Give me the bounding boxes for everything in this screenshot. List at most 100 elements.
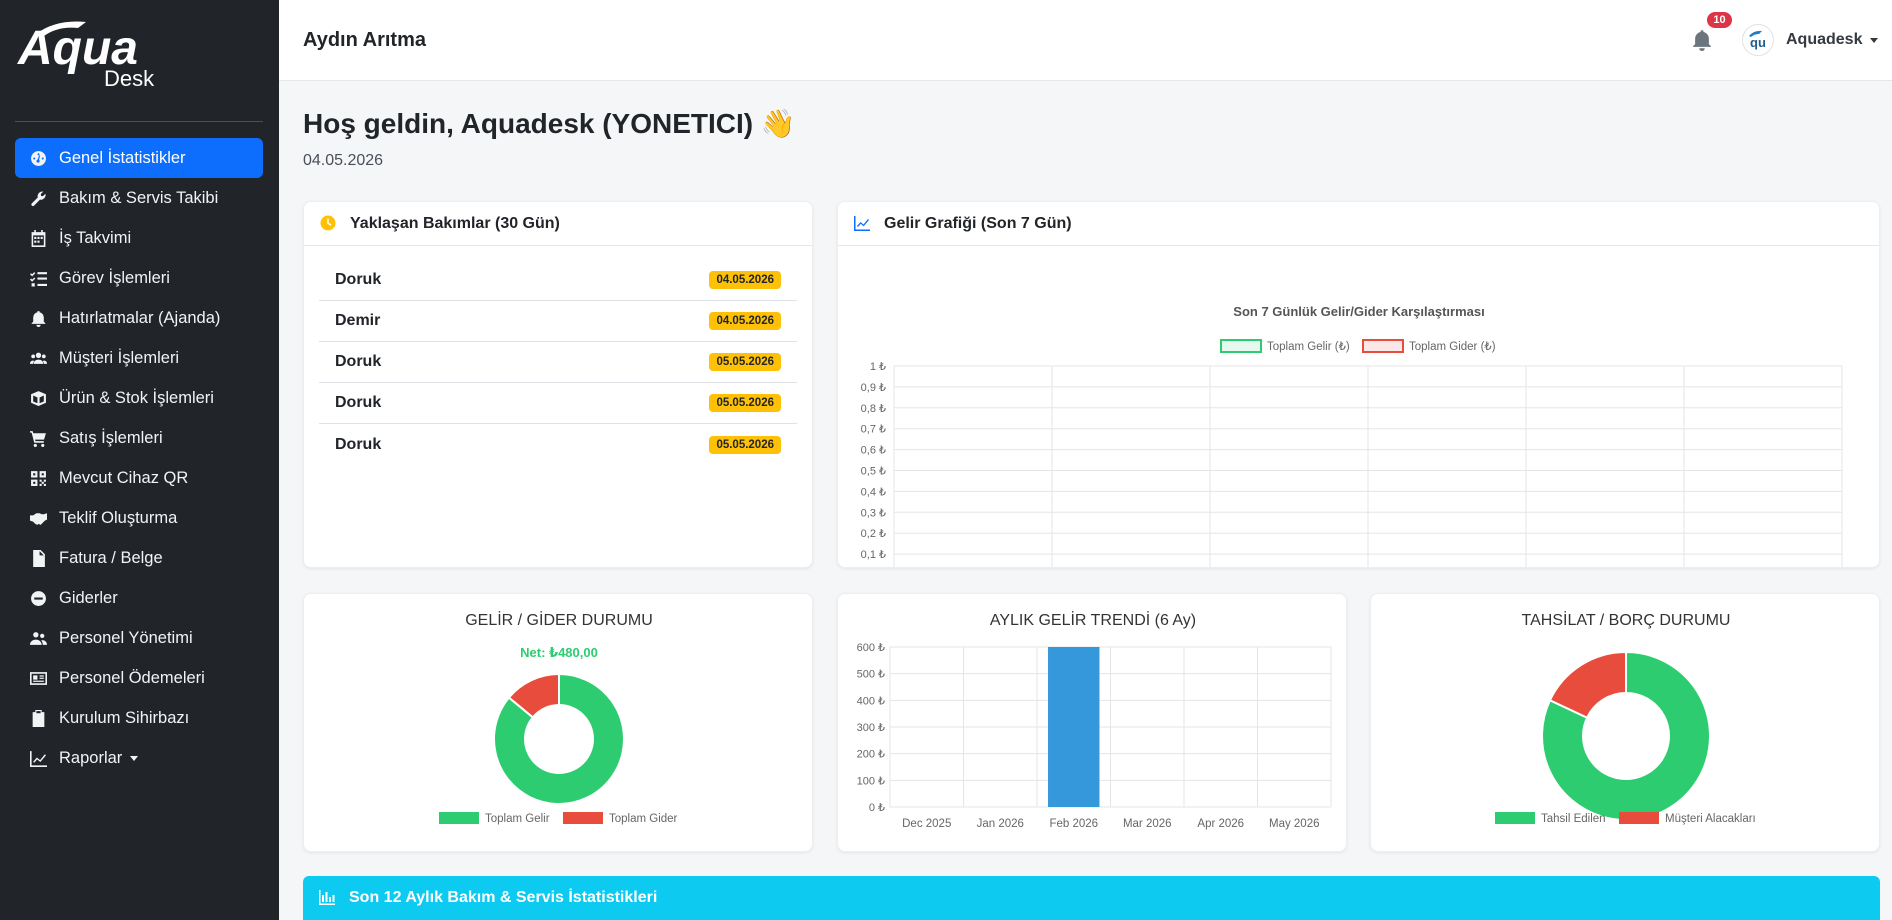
net-amount: Net: ₺480,00 [520,645,598,660]
legend-label: Toplam Gelir (₺) [1267,341,1350,353]
sidebar-item-gorev-islemleri[interactable]: Görev İşlemleri [15,258,263,298]
service-stats-title: Son 12 Aylık Bakım & Servis İstatistikle… [349,889,658,906]
chart-title: Son 7 Günlük Gelir/Gider Karşılaştırması [1233,304,1484,319]
page-title: Hoş geldin, Aquadesk (YONETICI) 👋 [303,108,796,139]
bar-chart-icon [319,889,337,907]
monthly-trend-card: AYLIK GELİR TRENDİ (6 Ay) 0 ₺ 100 ₺ 200 ₺ 30… [837,593,1347,852]
clock-icon [320,215,338,233]
sidebar-nav: Genel İstatistikler Bakım & Servis Takib… [15,138,263,778]
logo-text-desk: Desk [104,66,155,90]
sidebar-item-label: Kurulum Sihirbazı [59,708,190,727]
sidebar-item-label: Personel Ödemeleri [59,668,205,687]
pie-slice [493,672,625,805]
legend-swatch [1619,812,1659,824]
sidebar-item-kurulum-sihirbazi[interactable]: Kurulum Sihirbazı [15,698,263,738]
sidebar-item-label: Satış İşlemleri [59,428,163,447]
bell-icon [29,309,47,327]
avatar[interactable]: qu [1742,24,1774,56]
income-expense-card: GELİR / GİDER DURUMU Net: ₺480,00 Toplam G… [303,593,813,852]
sidebar-divider [15,121,263,122]
sidebar-item-label: Hatırlatmalar (Ajanda) [59,308,221,327]
sidebar-item-label: Fatura / Belge [59,548,163,567]
income-chart-card: Gelir Grafiği (Son 7 Gün) Son 7 Günlük G… [837,201,1880,568]
gauge-icon [29,149,47,167]
sidebar-item-label: Raporlar [59,748,123,767]
pie-slice [1541,650,1711,821]
legend-swatch [1495,812,1535,824]
aquadesk-logo[interactable]: Aqua Desk [16,14,166,90]
chevron-down-icon [130,755,139,761]
chart-title: TAHSİLAT / BORÇ DURUMU [1522,610,1731,629]
sidebar-item-label: Mevcut Cihaz QR [59,468,189,487]
upcoming-maintenance-card: Yaklaşan Bakımlar (30 Gün) Doruk 04.05.2… [303,201,813,568]
sidebar-item-is-takvimi[interactable]: İş Takvimi [15,218,263,258]
minus-circle-icon [29,589,47,607]
x-tick-label: Jan 2026 [977,818,1024,830]
x-tick-label: Mar 2026 [1123,818,1172,830]
sidebar-item-label: Müşteri İşlemleri [59,348,180,367]
list-item[interactable]: Doruk 04.05.2026 [319,260,797,301]
sidebar-item-label: Giderler [59,588,118,607]
sidebar-item-raporlar[interactable]: Raporlar [15,738,263,778]
task-list-icon [29,269,47,287]
sidebar-item-bakim-servis[interactable]: Bakım & Servis Takibi [15,178,263,218]
sidebar-item-urun-stok[interactable]: Ürün & Stok İşlemleri [15,378,263,418]
sidebar-item-label: Bakım & Servis Takibi [59,188,219,207]
date-badge: 05.05.2026 [709,435,781,454]
sidebar-item-satis-islemleri[interactable]: Satış İşlemleri [15,418,263,458]
list-item[interactable]: Doruk 05.05.2026 [319,424,797,465]
sidebar-item-fatura-belge[interactable]: Fatura / Belge [15,538,263,578]
monthly-trend-bar-chart: AYLIK GELİR TRENDİ (6 Ay) 0 ₺ 100 ₺ 200 ₺ 30… [857,610,1332,830]
date-badge: 05.05.2026 [709,353,781,371]
y-tick-label: 500 ₺ [857,669,885,681]
notification-bell-icon[interactable] [1691,28,1713,52]
user-menu-chevron-down-icon[interactable] [1870,38,1878,43]
legend-label: Müşteri Alacakları [1665,813,1756,825]
upcoming-maintenance-header: Yaklaşan Bakımlar (30 Gün) [304,202,812,246]
handshake-icon [29,509,47,527]
staff-icon [29,629,47,647]
boxes-icon [29,389,47,407]
chart-title: GELİR / GİDER DURUMU [465,610,653,629]
logo-text-aqua: Aqua [17,22,138,75]
legend-swatch [1362,339,1404,353]
y-tick-label: 0,2 ₺ [861,528,886,540]
x-tick-label: May 2026 [1269,818,1320,830]
sidebar-item-genel-istatistikler[interactable]: Genel İstatistikler [15,138,263,178]
list-item[interactable]: Demir 04.05.2026 [319,301,797,342]
legend-label: Toplam Gider [609,813,678,825]
clipboard-check-icon [29,709,47,727]
current-date: 04.05.2026 [303,152,384,169]
sidebar-item-personel-yonetimi[interactable]: Personel Yönetimi [15,618,263,658]
notification-count-badge[interactable]: 10 [1707,12,1732,28]
sidebar-item-hatirlatmalar[interactable]: Hatırlatmalar (Ajanda) [15,298,263,338]
sidebar-item-cihaz-qr[interactable]: Mevcut Cihaz QR [15,458,263,498]
y-tick-label: 0,4 ₺ [861,486,886,498]
avatar-text: qu [1750,35,1766,50]
service-stats-banner[interactable]: Son 12 Aylık Bakım & Servis İstatistikle… [303,876,1880,920]
list-item[interactable]: Doruk 05.05.2026 [319,383,797,424]
y-tick-label: 100 ₺ [857,775,885,787]
customer-name: Doruk [335,394,382,411]
bar [1048,647,1100,807]
date-badge: 04.05.2026 [709,271,781,289]
qr-icon [29,469,47,487]
sidebar-item-personel-odemeleri[interactable]: Personel Ödemeleri [15,658,263,698]
date-badge: 04.05.2026 [709,312,781,330]
income-chart-header: Gelir Grafiği (Son 7 Gün) [838,202,1879,246]
document-icon [29,549,47,567]
x-tick-label: Apr 2026 [1197,818,1244,830]
y-tick-label: 1 ₺ [870,361,886,373]
customer-name: Demir [335,312,381,329]
legend-label: Toplam Gelir [485,813,550,825]
sidebar-item-giderler[interactable]: Giderler [15,578,263,618]
user-menu-name[interactable]: Aquadesk [1786,31,1863,48]
sidebar-item-label: Genel İstatistikler [59,148,186,167]
sidebar-item-teklif-olusturma[interactable]: Teklif Oluşturma [15,498,263,538]
y-tick-label: 0,1 ₺ [861,549,886,561]
line-chart: Son 7 Günlük Gelir/Gider Karşılaştırması… [861,304,1843,567]
sidebar-item-musteri-islemleri[interactable]: Müşteri İşlemleri [15,338,263,378]
x-tick-label: Feb 2026 [1049,818,1098,830]
legend-label: Tahsil Edilen [1541,813,1606,825]
list-item[interactable]: Doruk 05.05.2026 [319,342,797,383]
